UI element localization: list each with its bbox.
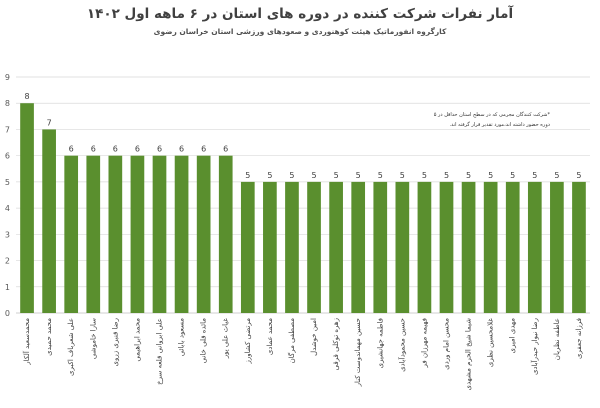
- bar: [20, 103, 34, 313]
- y-tick-label: 8: [5, 99, 10, 108]
- bar: [64, 155, 79, 313]
- category-label: رضا نیوار حیدرآبادی: [530, 318, 539, 375]
- bar: [130, 155, 145, 313]
- bar: [461, 181, 476, 313]
- category-label: امین خوشدل: [310, 318, 318, 356]
- category-label: فهیمه مهرزان فر: [420, 318, 428, 368]
- data-label: 5: [378, 171, 383, 180]
- data-label: 6: [223, 145, 228, 154]
- y-tick-label: 2: [5, 257, 10, 266]
- bar: [108, 155, 123, 313]
- data-label: 6: [157, 145, 162, 154]
- category-label: عاطفه نظریان: [553, 318, 561, 360]
- category-label: مرتضی کشاورز: [244, 318, 252, 365]
- data-label: 6: [91, 145, 96, 154]
- bar: [417, 181, 432, 313]
- category-label: علی ابروانی قلعه سرخ: [156, 318, 164, 385]
- category-label: شیما شیخ الحرم مشهدی: [465, 318, 473, 391]
- data-label: 8: [24, 92, 29, 101]
- data-label: 5: [466, 171, 471, 180]
- data-label: 6: [201, 145, 206, 154]
- y-tick-label: 1: [5, 283, 10, 292]
- data-label: 5: [444, 171, 449, 180]
- data-label: 5: [311, 171, 316, 180]
- category-label: حسین مهماندوست کنار: [354, 318, 362, 387]
- data-label: 5: [510, 171, 515, 180]
- y-tick-label: 7: [5, 125, 10, 134]
- data-label: 5: [422, 171, 427, 180]
- data-label: 5: [532, 171, 537, 180]
- chart-note-line: دوره حضور داشته اند،مورد تقدیر قرار گرفت…: [449, 122, 550, 128]
- bar: [572, 181, 586, 313]
- category-label: مسعود بابائی: [178, 318, 186, 357]
- data-label: 5: [576, 171, 581, 180]
- category-label: غلامحسین نظری: [487, 318, 495, 367]
- y-tick-label: 0: [5, 309, 10, 318]
- bar: [550, 181, 564, 313]
- category-label: فرزانه جعفری: [575, 318, 583, 359]
- bar: [439, 181, 454, 313]
- category-label: رضا قنبری زروی: [111, 318, 119, 366]
- data-label: 6: [179, 145, 184, 154]
- category-label: زهره توکلی قرقی: [332, 318, 340, 371]
- data-label: 5: [245, 171, 250, 180]
- bar: [174, 155, 189, 313]
- data-label: 5: [488, 171, 493, 180]
- chart-note: *شرکت کنندگان مجرمی که در سطح استان حداق…: [400, 110, 550, 130]
- chart-subtitle: کارگروه انفورماتیک هیئت کوهنوردی و صعوده…: [153, 27, 447, 36]
- y-tick-label: 4: [5, 204, 10, 213]
- bar: [152, 155, 167, 313]
- bar: [351, 181, 366, 313]
- bar: [307, 181, 321, 313]
- category-label: غیاث علی پور: [222, 318, 230, 360]
- bar: [263, 181, 277, 313]
- bar: [240, 181, 255, 313]
- category-label: محمد حمیدی: [45, 318, 53, 356]
- category-label: سارا خاموشی: [89, 318, 97, 359]
- y-tick-label: 5: [5, 178, 10, 187]
- bar: [483, 181, 498, 313]
- data-label: 5: [289, 171, 294, 180]
- bar: [42, 129, 56, 313]
- bar: [329, 181, 343, 313]
- bar: [196, 155, 211, 313]
- bar: [373, 181, 388, 313]
- chart-note-line: *شرکت کنندگان مجرمی که در سطح استان حداق…: [433, 112, 550, 118]
- category-label: مائده قلی خانی: [200, 318, 208, 364]
- category-label: مصطفی مرگان: [287, 318, 296, 364]
- category-label: محسن امام وردی: [443, 318, 451, 370]
- category-label: مهدی امیری: [509, 318, 517, 354]
- data-label: 6: [69, 145, 74, 154]
- bar: [218, 155, 233, 313]
- data-label: 5: [400, 171, 405, 180]
- category-label: محمدسعید آلکار: [22, 318, 31, 366]
- chart-title: آمار نفرات شرکت کننده در دوره های استان …: [86, 6, 514, 22]
- y-tick-label: 9: [5, 73, 10, 82]
- data-label: 6: [135, 145, 140, 154]
- y-tick-label: 3: [5, 230, 10, 239]
- data-label: 5: [334, 171, 339, 180]
- bar: [86, 155, 101, 313]
- y-tick-label: 6: [5, 152, 10, 161]
- category-label: محمد عمادی: [266, 318, 274, 355]
- category-label: محمد ابراهیمی: [133, 318, 141, 362]
- category-label: حسین محمودآبادی: [397, 318, 406, 372]
- data-label: 7: [47, 118, 52, 127]
- bar: [395, 181, 410, 313]
- category-label: علی شعرباف اکبری: [67, 318, 75, 376]
- bar: [505, 181, 520, 313]
- data-label: 5: [554, 171, 559, 180]
- bar: [527, 181, 542, 313]
- data-label: 5: [267, 171, 272, 180]
- data-label: 6: [113, 145, 118, 154]
- bar: [285, 181, 299, 313]
- data-label: 5: [356, 171, 361, 180]
- category-label: فاطمه جهانشیری: [376, 318, 384, 368]
